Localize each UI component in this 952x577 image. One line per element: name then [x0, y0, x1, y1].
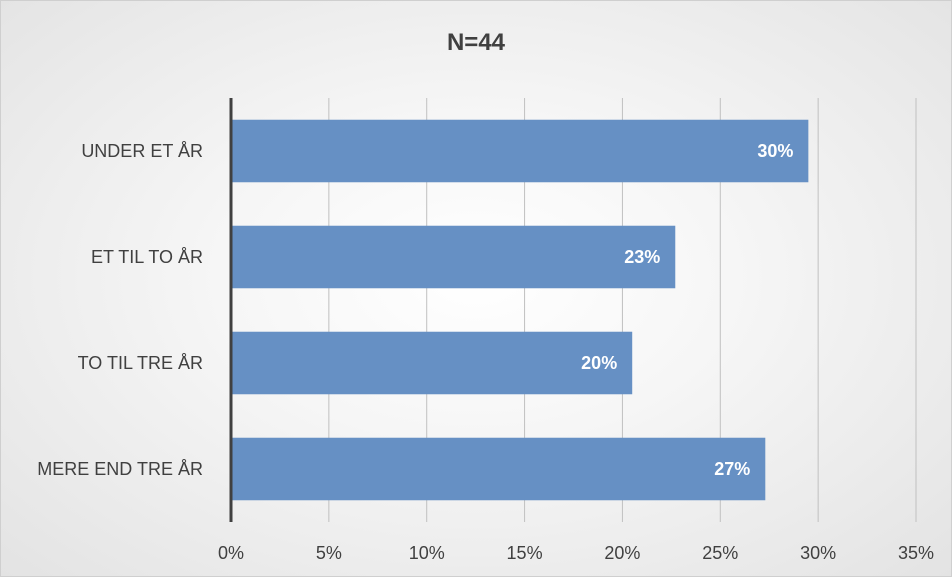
labels: 0% 5% 10% 15% 20% 25% 30% 35% UNDER ET ÅR 30% ET T…	[37, 141, 934, 563]
data-label: 20%	[581, 353, 617, 373]
bar	[231, 119, 809, 183]
category-label: UNDER ET ÅR	[81, 141, 203, 161]
chart-title: N=44	[446, 29, 506, 56]
x-tick-label: 15%	[507, 543, 543, 563]
bar	[231, 331, 633, 395]
category-label: ET TIL TO ÅR	[91, 247, 203, 267]
data-label: 27%	[714, 459, 750, 479]
x-tick-label: 0%	[218, 543, 244, 563]
bar	[231, 437, 766, 501]
bars	[231, 119, 809, 501]
x-tick-label: 10%	[409, 543, 445, 563]
data-label: 30%	[757, 141, 793, 161]
category-label: TO TIL TRE ÅR	[78, 353, 203, 373]
x-tick-label: 35%	[898, 543, 934, 563]
x-tick-label: 20%	[604, 543, 640, 563]
x-tick-label: 30%	[800, 543, 836, 563]
data-label: 23%	[624, 247, 660, 267]
bar	[231, 225, 676, 289]
x-tick-label: 5%	[316, 543, 342, 563]
x-tick-label: 25%	[702, 543, 738, 563]
category-label: MERE END TRE ÅR	[37, 459, 203, 479]
